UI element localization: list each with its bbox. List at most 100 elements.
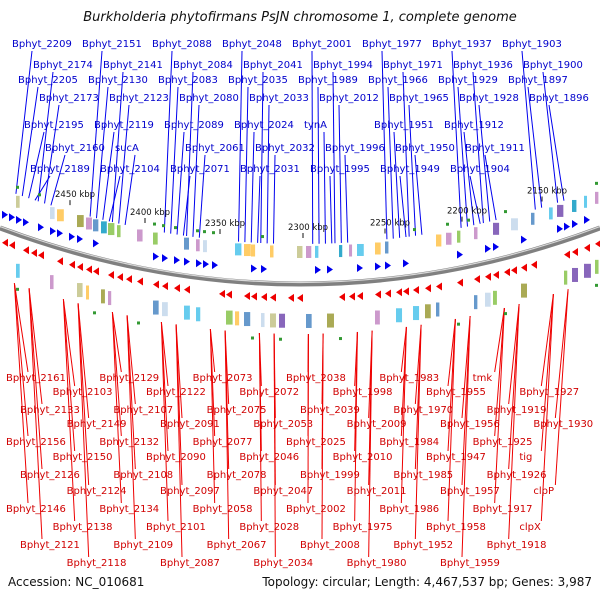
cog-feature-box [137,229,143,242]
forward-gene-arrow [564,222,570,231]
cog-feature-box [50,207,55,220]
top-label-line [548,104,565,201]
top-label-line [108,175,121,222]
bottom-label-line [354,331,358,522]
cog-feature-box [396,308,403,323]
bottom-gene-label: Bphyt_1999 [300,470,360,481]
cog-feature-box [270,245,274,258]
bottom-gene-label: Bphyt_1975 [333,522,393,533]
top-gene-label: Bphyt_1897 [508,75,568,86]
cog-feature-box [531,212,535,225]
reverse-gene-arrow [349,292,355,301]
top-label-line [317,86,320,244]
forward-gene-arrow [23,218,29,227]
rna-feature-mark [137,321,140,325]
bottom-label-line [414,324,422,540]
forward-gene-arrow [162,254,168,263]
top-label-line [176,131,185,235]
top-gene-label: Bphyt_2104 [100,164,160,175]
top-label-line [37,71,54,202]
cog-feature-box [162,302,168,317]
forward-gene-arrow [16,215,22,224]
bottom-gene-label: Bphyt_2009 [347,419,407,430]
top-gene-label: Bphyt_1928 [459,93,519,104]
cog-feature-box [297,245,303,258]
bottom-label-line [111,312,122,373]
bottom-label-line [321,333,324,540]
reverse-gene-arrow [584,243,590,252]
bottom-gene-label: Bphyt_1986 [379,504,439,515]
top-gene-label: Bphyt_2083 [158,75,218,86]
bottom-gene-label: Bphyt_1958 [426,522,486,533]
top-label-line [484,154,497,221]
top-gene-label: Bphyt_2119 [94,120,154,131]
chromosome-backbone-highlight [0,225,600,284]
top-gene-label: Bphyt_1965 [389,93,449,104]
bottom-gene-label: Bphyt_2002 [286,504,346,515]
genome-summary: Topology: circular; Length: 4,467,537 bp… [262,575,592,589]
bottom-gene-label: Bphyt_1983 [379,373,439,384]
rna-feature-mark [504,210,507,214]
reverse-gene-arrow [474,275,480,284]
bottom-label-line [77,303,90,558]
scale-tick-label: 2350 kbp [205,219,245,229]
forward-gene-arrow [521,235,527,244]
top-gene-label: Bphyt_2123 [109,93,169,104]
bottom-label-line [13,283,29,373]
reverse-gene-arrow [564,250,570,259]
top-gene-label: Bphyt_2031 [240,164,300,175]
rna-feature-mark [413,228,416,232]
top-label-line [50,154,66,206]
bottom-gene-label: Bphyt_2008 [300,540,360,551]
chromosome-backbone [0,225,600,287]
bottom-gene-label: Bphyt_1985 [393,470,453,481]
top-gene-label: Bphyt_2151 [82,39,142,50]
top-gene-label: Bphyt_2174 [33,60,93,71]
bottom-gene-label: Bphyt_1918 [487,540,547,551]
reverse-gene-arrow [288,293,294,302]
bottom-label-line [28,288,43,405]
forward-gene-arrow [9,213,15,222]
bottom-gene-label: Bphyt_1959 [440,558,500,569]
cog-feature-box [315,245,319,258]
top-label-line [170,86,179,234]
bottom-gene-label: Bphyt_1984 [379,437,439,448]
cog-feature-box [196,239,200,252]
bottom-gene-label: Bphyt_2118 [67,558,127,569]
bottom-gene-label: Bphyt_1980 [347,558,407,569]
bottom-gene-label: Bphyt_1930 [533,419,593,430]
forward-gene-arrow [584,215,590,224]
forward-gene-arrow [261,265,267,274]
top-label-line [408,104,417,236]
forward-gene-arrow [212,261,218,270]
rna-feature-mark [212,231,215,235]
forward-gene-arrow [327,265,333,274]
bottom-gene-label: Bphyt_1957 [440,486,500,497]
reverse-gene-arrow [244,292,250,301]
reverse-gene-arrow [174,284,180,293]
cog-feature-box [86,217,92,230]
map-title: Burkholderia phytofirmans PsJN chromosom… [83,10,517,25]
top-label-line [381,50,388,240]
reverse-gene-arrow [297,293,303,302]
bottom-gene-label: Bphyt_2124 [67,486,127,497]
top-gene-label: Bphyt_1911 [465,143,525,154]
bottom-gene-label: clpP [533,486,554,497]
top-label-line [329,175,333,244]
bottom-label-line [447,318,456,387]
top-label-line [478,104,491,222]
rna-feature-mark [279,337,282,341]
reverse-gene-arrow [531,260,537,269]
top-gene-label: Bphyt_2061 [185,143,245,154]
bottom-gene-label: clpX [519,522,541,533]
top-label-line [34,175,51,201]
reverse-gene-arrow [425,284,431,293]
top-gene-label: Bphyt_2089 [164,120,224,131]
cog-feature-box [457,230,461,243]
bottom-gene-label: Bphyt_2129 [99,373,159,384]
bottom-label-line [62,299,76,452]
top-label-line [44,104,60,204]
rna-feature-mark [595,181,598,185]
top-label-line [472,71,484,224]
cog-feature-box [153,300,159,315]
